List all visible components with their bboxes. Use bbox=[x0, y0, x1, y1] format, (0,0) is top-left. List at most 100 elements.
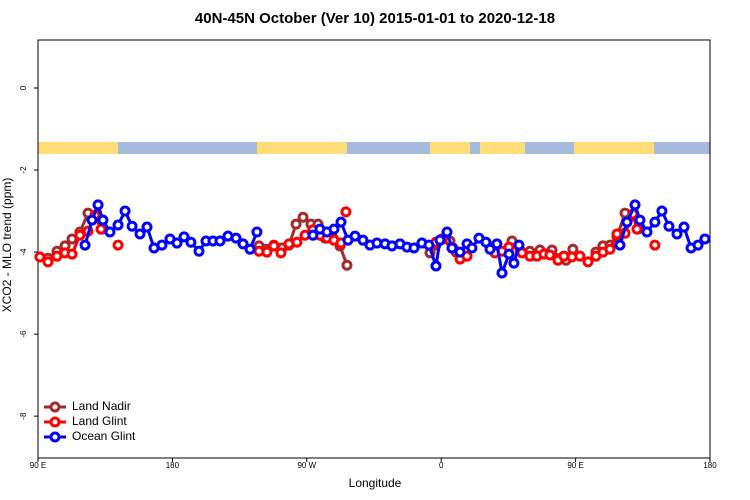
series bbox=[79, 199, 711, 279]
data-point bbox=[340, 206, 352, 218]
land-sea-strip bbox=[38, 142, 710, 154]
data-point bbox=[185, 236, 197, 248]
data-point bbox=[112, 219, 124, 231]
data-point bbox=[214, 235, 226, 247]
data-point bbox=[74, 229, 86, 241]
land bbox=[38, 142, 118, 154]
data-point bbox=[678, 221, 690, 233]
data-point bbox=[261, 246, 273, 258]
data-point bbox=[112, 239, 124, 251]
data-point bbox=[629, 199, 641, 211]
data-point bbox=[341, 259, 353, 271]
data-point bbox=[97, 214, 109, 226]
x-axis-label: Longitude bbox=[349, 476, 402, 490]
data-point bbox=[328, 223, 340, 235]
legend-label: Land Glint bbox=[72, 414, 127, 428]
data-point bbox=[268, 240, 280, 252]
data-point bbox=[95, 223, 107, 235]
data-point bbox=[699, 233, 711, 245]
data-point bbox=[335, 216, 347, 228]
chart-title: 40N-45N October (Ver 10) 2015-01-01 to 2… bbox=[195, 10, 555, 27]
data-point bbox=[503, 248, 515, 260]
data-point bbox=[656, 205, 668, 217]
data-point bbox=[434, 234, 446, 246]
data-point bbox=[178, 231, 190, 243]
land bbox=[480, 142, 525, 154]
data-point bbox=[141, 221, 153, 233]
data-point bbox=[126, 220, 138, 232]
data-point bbox=[275, 247, 287, 259]
data-point bbox=[297, 211, 309, 223]
data-point bbox=[649, 239, 661, 251]
data-point bbox=[621, 216, 633, 228]
data-point bbox=[634, 214, 646, 226]
data-point bbox=[193, 245, 205, 257]
data-point bbox=[466, 242, 478, 254]
y-tick-label: -2 bbox=[19, 166, 28, 174]
data-point bbox=[230, 232, 242, 244]
data-point bbox=[423, 239, 435, 251]
data-point bbox=[34, 251, 46, 263]
sea bbox=[38, 142, 710, 154]
data-point bbox=[307, 229, 319, 241]
data-point bbox=[134, 228, 146, 240]
data-point bbox=[430, 260, 442, 272]
data-point bbox=[349, 230, 361, 242]
y-tick-label: -4 bbox=[19, 248, 28, 256]
data-point bbox=[441, 226, 453, 238]
land bbox=[430, 142, 470, 154]
data-point bbox=[156, 239, 168, 251]
data-point bbox=[604, 243, 616, 255]
data-point bbox=[496, 267, 508, 279]
y-axis-label: XCO2 - MLO trend (ppm) bbox=[0, 178, 14, 313]
legend-label: Ocean Glint bbox=[72, 429, 136, 443]
legend-marker bbox=[49, 416, 61, 428]
data-point bbox=[290, 218, 302, 230]
data-point bbox=[86, 214, 98, 226]
data-point bbox=[513, 239, 525, 251]
data-point bbox=[454, 246, 466, 258]
data-point bbox=[446, 242, 458, 254]
data-point bbox=[251, 226, 263, 238]
data-point bbox=[649, 216, 661, 228]
data-point bbox=[631, 223, 643, 235]
data-point bbox=[79, 239, 91, 251]
data-point bbox=[66, 248, 78, 260]
data-point bbox=[42, 256, 54, 268]
data-point bbox=[582, 256, 594, 268]
land bbox=[257, 142, 347, 154]
data-point bbox=[104, 226, 116, 238]
data-point bbox=[237, 238, 249, 250]
data-point bbox=[671, 228, 683, 240]
x-tick-label: 180 bbox=[166, 461, 180, 470]
data-point bbox=[663, 220, 675, 232]
data-point bbox=[641, 226, 653, 238]
data-point bbox=[544, 249, 556, 261]
y-tick-label: 0 bbox=[19, 85, 28, 90]
data-point bbox=[408, 242, 420, 254]
legend-marker bbox=[49, 401, 61, 413]
data-point bbox=[574, 250, 586, 262]
y-tick-label: -6 bbox=[19, 330, 28, 338]
y-tick-label: -8 bbox=[19, 412, 28, 420]
legend-marker bbox=[49, 431, 61, 443]
data-point bbox=[119, 205, 131, 217]
data-point bbox=[491, 238, 503, 250]
x-tick-label: 90 E bbox=[30, 461, 46, 470]
data-point bbox=[244, 243, 256, 255]
x-tick-label: 180 bbox=[703, 461, 717, 470]
data-point bbox=[614, 239, 626, 251]
data-point bbox=[692, 239, 704, 251]
data-point bbox=[291, 236, 303, 248]
data-point bbox=[508, 257, 520, 269]
legend-label: Land Nadir bbox=[72, 399, 131, 413]
data-point bbox=[484, 243, 496, 255]
data-point bbox=[357, 234, 369, 246]
land bbox=[574, 142, 654, 154]
x-tick-label: 90 E bbox=[567, 461, 583, 470]
x-tick-label: 0 bbox=[439, 461, 444, 470]
plot-frame bbox=[37, 39, 711, 459]
x-tick-label: 90 W bbox=[297, 461, 316, 470]
